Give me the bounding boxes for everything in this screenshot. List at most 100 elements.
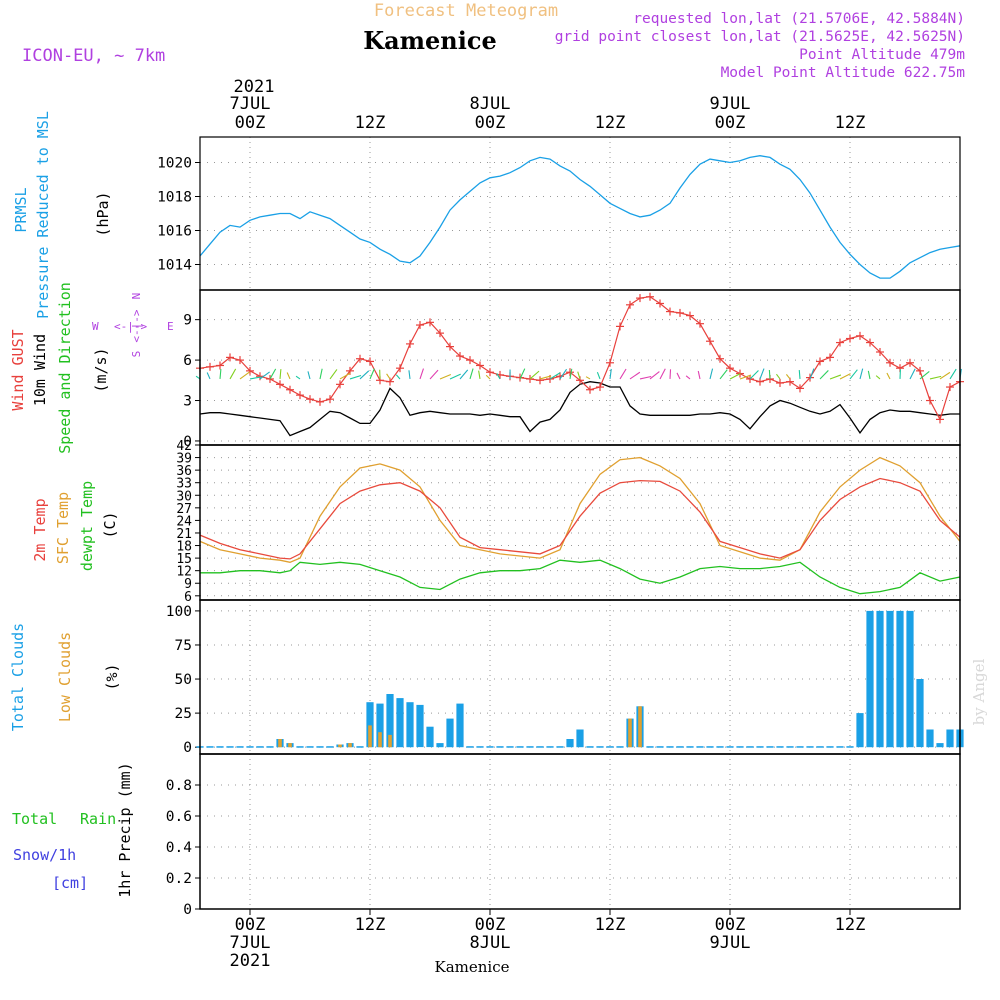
wind-direction-arrow bbox=[577, 371, 581, 380]
wind-direction-arrow bbox=[329, 369, 338, 380]
wind-direction-arrow bbox=[619, 368, 627, 380]
total-cloud-bar bbox=[556, 746, 564, 748]
total-cloud-bar bbox=[846, 746, 854, 748]
wind-direction-arrow bbox=[569, 368, 573, 380]
prmsl-labels: PRMSL Pressure Reduced to MSL (hPa) bbox=[12, 111, 112, 319]
total-cloud-bar bbox=[366, 702, 374, 748]
top-date-label: 9JUL bbox=[710, 94, 751, 114]
y-tick-label: 50 bbox=[175, 672, 192, 688]
wind-direction-arrow bbox=[785, 374, 791, 380]
prmsl-unit: (hPa) bbox=[94, 191, 112, 236]
wind-direction-arrow bbox=[386, 373, 391, 380]
wind-direction-arrow bbox=[649, 371, 660, 380]
total-cloud-bar bbox=[536, 746, 544, 748]
wind-direction-arrow bbox=[559, 368, 568, 380]
wind-direction-arrow bbox=[295, 375, 301, 380]
total-cloud-bar bbox=[886, 610, 894, 748]
top-hour-label: 12Z bbox=[835, 113, 866, 133]
y-tick-label: 6 bbox=[184, 590, 192, 605]
total-cloud-bar bbox=[786, 746, 794, 748]
temp-dewpt-label: dewpt Temp bbox=[78, 481, 96, 571]
total-cloud-bar bbox=[646, 746, 654, 748]
total-cloud-bar bbox=[376, 703, 384, 748]
total-cloud-bar bbox=[606, 746, 614, 748]
panel-frame bbox=[199, 444, 961, 601]
total-cloud-bar bbox=[466, 746, 474, 748]
wind-direction-arrow bbox=[478, 370, 481, 380]
total-cloud-bar bbox=[516, 746, 524, 748]
low-cloud-bar bbox=[288, 743, 292, 748]
total-cloud-bar bbox=[946, 729, 954, 748]
total-cloud-bar bbox=[326, 746, 334, 748]
y-tick-label: 36 bbox=[176, 464, 192, 479]
wind-direction-arrow bbox=[676, 372, 681, 380]
compass-east: E bbox=[167, 320, 174, 333]
total-cloud-bar bbox=[736, 746, 744, 748]
temp-unit: (C) bbox=[101, 511, 119, 538]
compass-south: S bbox=[130, 351, 143, 358]
total-cloud-bar bbox=[356, 746, 364, 748]
wind-direction-arrow bbox=[609, 368, 612, 380]
total-cloud-bar bbox=[796, 746, 804, 748]
wind-direction-arrow bbox=[659, 368, 666, 380]
total-cloud-bar bbox=[316, 746, 324, 748]
wind-direction-arrow bbox=[709, 368, 714, 380]
y-tick-label: 24 bbox=[176, 514, 192, 529]
wind-direction-arrow bbox=[349, 374, 362, 380]
top-date-label: 8JUL bbox=[470, 94, 511, 114]
wind-direction-arrow bbox=[259, 371, 270, 380]
total-cloud-bar bbox=[696, 746, 704, 748]
bottom-hour-label: 12Z bbox=[835, 915, 866, 935]
wind-direction-arrow bbox=[697, 370, 701, 380]
total-cloud-bar bbox=[386, 694, 394, 748]
temp-sfc-label: SFC Temp bbox=[54, 492, 72, 564]
total-cloud-bar bbox=[896, 610, 904, 748]
wind-labels: Wind GUST 10m Wind Speed and Direction (… bbox=[9, 282, 174, 454]
top-hour-label: 00Z bbox=[475, 113, 506, 133]
y-tick-label: 0 bbox=[183, 740, 192, 756]
y-tick-label: 1018 bbox=[157, 190, 192, 206]
precip-labels: Total Rain Snow/1h [cm] 1hr Precip (mm) bbox=[12, 762, 134, 897]
top-date-label: 7JUL bbox=[230, 94, 271, 114]
wind-direction-arrow bbox=[459, 369, 469, 380]
wind-10m-label: 10m Wind bbox=[31, 334, 49, 406]
wind-direction-arrow bbox=[269, 368, 277, 380]
total-cloud-bar bbox=[306, 746, 314, 748]
wind-direction-arrow bbox=[639, 375, 652, 380]
wind-direction-arrow bbox=[739, 374, 752, 380]
y-tick-label: 1014 bbox=[157, 258, 192, 274]
wind-direction-arrow bbox=[809, 368, 815, 380]
bottom-date-label: 9JUL bbox=[710, 933, 751, 953]
y-tick-label: 3 bbox=[183, 394, 192, 410]
low-cloud-bar bbox=[278, 739, 282, 748]
bottom-date-label: 8JUL bbox=[470, 933, 511, 953]
prmsl-label: PRMSL bbox=[12, 187, 30, 232]
y-tick-label: 6 bbox=[183, 353, 192, 369]
total-cloud-bar bbox=[876, 610, 884, 748]
total-cloud-bar bbox=[426, 726, 434, 748]
total-cloud-bar bbox=[926, 729, 934, 748]
pressure-line bbox=[199, 155, 961, 279]
total-cloud-bar bbox=[906, 610, 914, 748]
y-tick-label: 0 bbox=[183, 434, 192, 450]
total-cloud-bar bbox=[656, 746, 664, 748]
wind-direction-arrow bbox=[496, 373, 501, 380]
top-hour-label: 00Z bbox=[235, 113, 266, 133]
temp-2m-label: 2m Temp bbox=[31, 498, 49, 561]
bottom-hour-label: 12Z bbox=[355, 915, 386, 935]
total-cloud-bar bbox=[246, 746, 254, 748]
total-cloud-bar bbox=[806, 746, 814, 748]
total-clouds-label: Total Clouds bbox=[9, 623, 27, 731]
wind-direction-arrow bbox=[929, 375, 942, 380]
wind-direction-arrow bbox=[359, 370, 370, 380]
wind-direction-arrow bbox=[519, 368, 526, 380]
total-cloud-bar bbox=[586, 746, 594, 748]
total-cloud-bar bbox=[746, 746, 754, 748]
y-tick-label: 0.6 bbox=[166, 809, 192, 825]
wind-direction-arrow bbox=[875, 375, 881, 380]
wind-direction-arrow bbox=[919, 371, 930, 380]
wind-direction-arrow bbox=[408, 370, 411, 380]
precip-snow-label: Snow/1h bbox=[13, 846, 76, 864]
low-cloud-bar bbox=[348, 743, 352, 748]
